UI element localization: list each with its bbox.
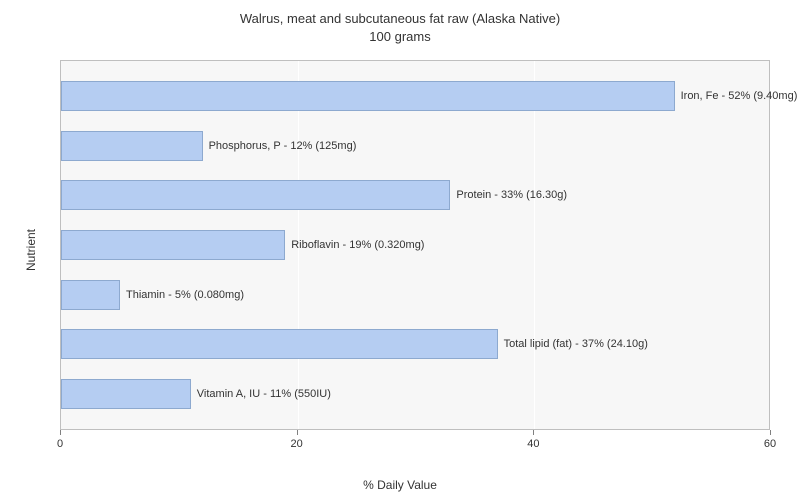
bar <box>61 131 203 161</box>
bar-label: Protein - 33% (16.30g) <box>456 189 567 201</box>
bar-label: Thiamin - 5% (0.080mg) <box>126 289 244 301</box>
chart-title-block: Walrus, meat and subcutaneous fat raw (A… <box>0 0 800 46</box>
x-tick-label: 60 <box>764 438 776 450</box>
bar-row: Riboflavin - 19% (0.320mg) <box>61 230 769 260</box>
bars-layer: Iron, Fe - 52% (9.40mg) Phosphorus, P - 1… <box>61 61 769 429</box>
x-tick-label: 0 <box>57 438 63 450</box>
bar-label: Vitamin A, IU - 11% (550IU) <box>197 388 331 400</box>
bar <box>61 280 120 310</box>
x-tick-label: 40 <box>527 438 539 450</box>
bar <box>61 230 285 260</box>
x-tick-label: 20 <box>291 438 303 450</box>
x-axis-title: % Daily Value <box>363 478 437 492</box>
chart-title-line1: Walrus, meat and subcutaneous fat raw (A… <box>0 10 800 28</box>
bar-label: Phosphorus, P - 12% (125mg) <box>209 140 357 152</box>
bar-label: Riboflavin - 19% (0.320mg) <box>291 239 424 251</box>
bar <box>61 379 191 409</box>
x-tick <box>770 430 771 435</box>
bar-row: Thiamin - 5% (0.080mg) <box>61 280 769 310</box>
chart-title-line2: 100 grams <box>0 28 800 46</box>
bar-label: Iron, Fe - 52% (9.40mg) <box>681 90 798 102</box>
plot-area: Iron, Fe - 52% (9.40mg) Phosphorus, P - 1… <box>60 60 770 430</box>
bar-row: Iron, Fe - 52% (9.40mg) <box>61 81 769 111</box>
x-tick <box>297 430 298 435</box>
bar-row: Vitamin A, IU - 11% (550IU) <box>61 379 769 409</box>
bar <box>61 329 498 359</box>
bar-label: Total lipid (fat) - 37% (24.10g) <box>504 338 648 350</box>
y-axis-title: Nutrient <box>24 229 38 271</box>
bar-row: Total lipid (fat) - 37% (24.10g) <box>61 329 769 359</box>
x-tick <box>60 430 61 435</box>
x-tick <box>533 430 534 435</box>
bar <box>61 180 450 210</box>
bar <box>61 81 675 111</box>
chart-container: Walrus, meat and subcutaneous fat raw (A… <box>0 0 800 500</box>
bar-row: Protein - 33% (16.30g) <box>61 180 769 210</box>
bar-row: Phosphorus, P - 12% (125mg) <box>61 131 769 161</box>
